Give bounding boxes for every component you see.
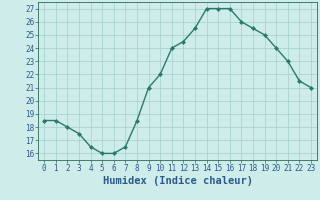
X-axis label: Humidex (Indice chaleur): Humidex (Indice chaleur) (103, 176, 252, 186)
